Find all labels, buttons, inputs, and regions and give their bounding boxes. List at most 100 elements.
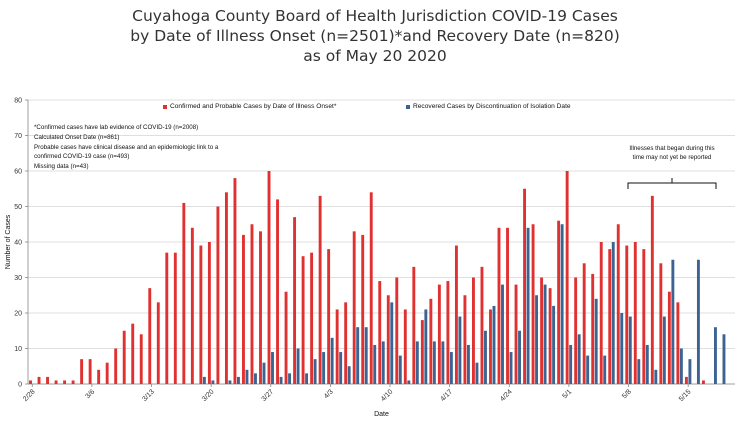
bar-recovered-68 (611, 242, 615, 384)
bar-confirmed-69 (616, 224, 620, 384)
bar-confirmed-67 (599, 242, 603, 384)
bar-recovered-33 (313, 359, 317, 384)
bar-confirmed-45 (412, 266, 416, 384)
bar-confirmed-79 (701, 380, 705, 384)
bar-recovered-48 (441, 341, 445, 384)
bar-confirmed-9 (105, 362, 109, 384)
bar-recovered-77 (688, 359, 692, 384)
y-tick-label-5: 50 (14, 204, 22, 211)
bar-recovered-55 (501, 284, 504, 384)
x-tick-label-2: 3/13 (141, 388, 156, 403)
bar-recovered-81 (722, 334, 726, 384)
bar-confirmed-62 (557, 220, 561, 384)
bar-confirmed-7 (88, 359, 92, 384)
bar-confirmed-15 (156, 302, 160, 384)
note-line-4: confirmed COVID-19 case (n=493) (34, 153, 130, 160)
chart-title-line-3: as of May 20 2020 (303, 47, 447, 65)
bar-confirmed-18 (182, 202, 186, 384)
bar-confirmed-38 (352, 231, 356, 384)
bar-recovered-76 (679, 348, 683, 384)
bar-recovered-71 (637, 359, 641, 384)
bar-recovered-32 (305, 373, 309, 384)
bar-recovered-20 (202, 376, 206, 384)
bar-confirmed-63 (565, 171, 569, 384)
note-line-3: Probable cases have clinical disease and… (34, 144, 219, 151)
x-tick-label-4: 3/27 (261, 388, 276, 403)
bar-confirmed-17 (173, 252, 177, 384)
bar-confirmed-50 (454, 245, 458, 384)
x-axis-title: Date (374, 411, 389, 418)
bar-confirmed-39 (361, 234, 365, 384)
bar-confirmed-16 (165, 252, 169, 384)
bar-confirmed-11 (122, 330, 126, 384)
bar-recovered-73 (654, 369, 658, 384)
bar-confirmed-5 (71, 380, 75, 384)
bar-recovered-38 (356, 327, 360, 384)
bar-confirmed-61 (548, 288, 552, 384)
bar-confirmed-55 (497, 227, 501, 384)
bar-recovered-36 (339, 352, 343, 384)
y-tick-label-1: 10 (14, 346, 22, 353)
bar-confirmed-20 (199, 245, 203, 384)
bar-recovered-37 (347, 366, 351, 384)
bar-confirmed-37 (344, 302, 348, 384)
bar-confirmed-54 (489, 309, 492, 384)
bar-confirmed-48 (437, 284, 441, 384)
legend-swatch-confirmed (163, 104, 167, 109)
bar-recovered-70 (628, 316, 632, 384)
bar-recovered-56 (509, 352, 513, 384)
bar-confirmed-73 (650, 195, 654, 384)
note-line-1: *Confirmed cases have lab evidence of CO… (34, 124, 199, 131)
bar-confirmed-13 (139, 334, 143, 384)
bar-recovered-72 (645, 344, 649, 384)
bar-confirmed-35 (327, 249, 331, 384)
note-line-2: Calculated Onset Date (n=861) (34, 134, 120, 141)
x-tick-label-9: 5/1 (561, 388, 573, 400)
bar-confirmed-26 (250, 224, 254, 384)
legend-item-recovered: Recovered Cases by Discontinuation of Is… (406, 103, 571, 110)
bar-confirmed-36 (335, 309, 339, 384)
bar-confirmed-4 (63, 380, 67, 384)
bar-confirmed-30 (284, 291, 288, 384)
bar-recovered-61 (552, 305, 556, 384)
bar-confirmed-64 (574, 277, 578, 384)
bar-confirmed-14 (148, 288, 152, 384)
bar-recovered-59 (535, 295, 539, 384)
x-tick-label-0: 2/28 (22, 388, 37, 403)
x-tick-label-7: 4/17 (439, 388, 454, 403)
bar-confirmed-25 (242, 234, 245, 384)
y-tick-label-2: 20 (14, 311, 22, 318)
bar-recovered-67 (603, 355, 607, 384)
bar-recovered-54 (492, 305, 496, 384)
bar-recovered-35 (330, 337, 334, 384)
bar-recovered-52 (475, 362, 479, 384)
bar-confirmed-22 (216, 206, 220, 384)
bar-recovered-78 (696, 259, 700, 384)
bar-confirmed-40 (369, 192, 373, 384)
x-tick-label-10: 5/8 (621, 388, 633, 400)
bar-confirmed-68 (608, 249, 612, 384)
bar-recovered-46 (424, 309, 428, 384)
bar-recovered-69 (620, 313, 624, 384)
x-tick-label-3: 3/20 (201, 388, 216, 403)
bar-confirmed-3 (54, 380, 58, 384)
bar-recovered-29 (279, 376, 283, 384)
y-tick-label-3: 30 (14, 275, 22, 282)
y-axis-title: Number of Cases (5, 214, 12, 269)
bar-recovered-49 (449, 352, 453, 384)
bar-recovered-66 (594, 298, 598, 384)
bar-recovered-30 (288, 373, 291, 384)
bar-recovered-40 (373, 344, 377, 384)
x-tick-label-11: 5/15 (678, 388, 693, 403)
bar-confirmed-24 (233, 178, 237, 384)
bar-confirmed-52 (472, 277, 475, 384)
bar-confirmed-10 (114, 348, 118, 384)
bar-confirmed-41 (378, 281, 382, 384)
bar-confirmed-47 (429, 298, 433, 384)
bar-recovered-21 (211, 380, 215, 384)
bar-confirmed-6 (80, 359, 84, 384)
bar-confirmed-53 (480, 266, 484, 384)
bar-recovered-53 (484, 330, 487, 384)
